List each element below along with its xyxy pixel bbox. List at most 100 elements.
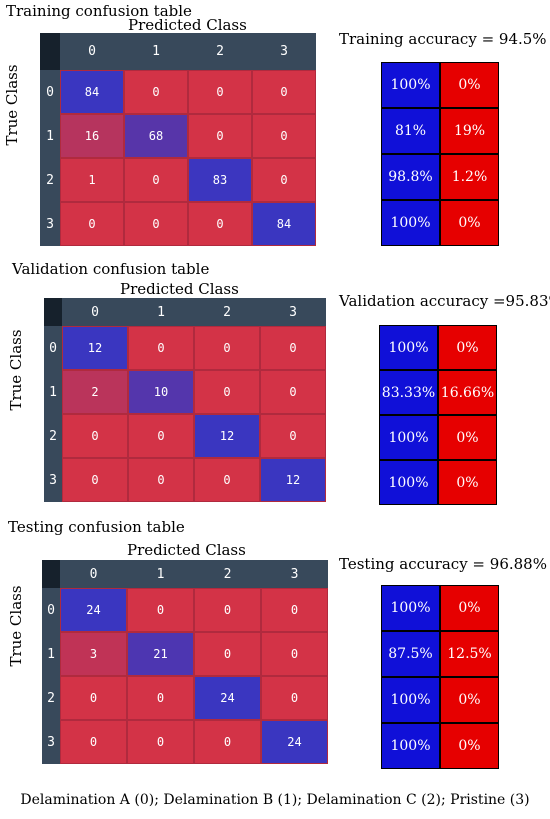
- validation-matrix-cell: 0: [194, 370, 260, 414]
- validation-predicted-class-label: 3: [289, 304, 297, 320]
- training-matrix-cell: 0: [188, 202, 252, 246]
- testing-predicted-class-label: 1: [156, 566, 165, 582]
- validation-predicted-class-label: 0: [91, 304, 99, 320]
- testing-error-rate-cell: 0%: [440, 677, 499, 723]
- validation-true-header: [44, 326, 62, 502]
- testing-correct-rate-cell: 100%: [381, 723, 440, 769]
- training-predicted-class-label: 2: [216, 44, 224, 59]
- testing-predicted-class-label: 3: [290, 566, 299, 582]
- validation-true-class-label: 1: [49, 384, 57, 400]
- testing-error-rate-cell: 0%: [440, 723, 499, 769]
- validation-matrix-cell: 0: [194, 458, 260, 502]
- validation-true-class-label: 0: [49, 340, 57, 356]
- validation-matrix-cell: 0: [62, 458, 128, 502]
- validation-matrix-cell: 12: [194, 414, 260, 458]
- testing-matrix-cell: 0: [194, 720, 261, 764]
- validation-x-axis-label: Predicted Class: [120, 280, 239, 298]
- testing-true-header: [42, 588, 60, 764]
- training-predicted-header: [60, 33, 316, 70]
- testing-matrix-cell: 21: [127, 632, 194, 676]
- testing-correct-rate-cell: 100%: [381, 585, 440, 631]
- training-matrix-cell: 0: [252, 114, 316, 158]
- testing-error-rate-cell: 12.5%: [440, 631, 499, 677]
- training-error-rate-cell: 0%: [440, 62, 499, 108]
- training-matrix-cell: 0: [188, 114, 252, 158]
- training-matrix-cell: 0: [60, 202, 124, 246]
- testing-matrix-cell: 0: [194, 632, 261, 676]
- validation-matrix-cell: 0: [128, 458, 194, 502]
- testing-matrix-cell: 0: [127, 588, 194, 632]
- training-predicted-class-label: 0: [88, 44, 96, 59]
- testing-matrix-cell: 3: [60, 632, 127, 676]
- testing-matrix-cell: 0: [261, 588, 328, 632]
- training-matrix-cell: 0: [188, 70, 252, 114]
- validation-matrix-cell: 0: [128, 414, 194, 458]
- training-correct-rate-cell: 81%: [381, 108, 440, 154]
- validation-error-rate-cell: 0%: [438, 415, 497, 460]
- training-predicted-class-label: 1: [152, 44, 160, 59]
- training-matrix-cell: 1: [60, 158, 124, 202]
- testing-matrix-corner: [42, 560, 60, 588]
- testing-predicted-header: [60, 560, 328, 588]
- testing-matrix-cell: 0: [194, 588, 261, 632]
- training-y-axis-label: True Class: [3, 64, 21, 146]
- validation-matrix-cell: 0: [128, 326, 194, 370]
- validation-matrix-cell: 12: [62, 326, 128, 370]
- testing-error-rate-cell: 0%: [440, 585, 499, 631]
- testing-matrix-cell: 0: [261, 676, 328, 720]
- testing-true-class-label: 1: [47, 646, 55, 662]
- validation-matrix-cell: 0: [194, 326, 260, 370]
- testing-matrix-cell: 24: [60, 588, 127, 632]
- training-correct-rate-cell: 100%: [381, 62, 440, 108]
- training-matrix-cell: 0: [124, 158, 188, 202]
- training-correct-rate-cell: 98.8%: [381, 154, 440, 200]
- validation-correct-rate-cell: 100%: [379, 325, 438, 370]
- validation-error-rate-cell: 16.66%: [438, 370, 497, 415]
- training-correct-rate-cell: 100%: [381, 200, 440, 246]
- validation-confusion-title: Validation confusion table: [12, 260, 210, 278]
- validation-true-class-label: 2: [49, 428, 57, 444]
- testing-matrix-cell: 24: [194, 676, 261, 720]
- training-matrix-cell: 68: [124, 114, 188, 158]
- testing-matrix-cell: 24: [261, 720, 328, 764]
- training-matrix-cell: 84: [60, 70, 124, 114]
- validation-y-axis-label: True Class: [7, 329, 25, 411]
- class-legend: Delamination A (0); Delamination B (1); …: [20, 792, 530, 808]
- training-true-class-label: 3: [46, 216, 54, 232]
- validation-matrix-cell: 0: [260, 370, 326, 414]
- validation-true-class-label: 3: [49, 472, 57, 488]
- training-true-class-label: 1: [46, 128, 54, 144]
- testing-predicted-class-label: 2: [223, 566, 232, 582]
- training-true-class-label: 2: [46, 172, 54, 188]
- validation-correct-rate-cell: 100%: [379, 415, 438, 460]
- validation-matrix-cell: 0: [260, 414, 326, 458]
- training-matrix-cell: 83: [188, 158, 252, 202]
- testing-matrix-cell: 0: [60, 720, 127, 764]
- testing-per-class-accuracy-table: 100% 0% 87.5% 12.5% 100% 0% 100% 0%: [381, 585, 499, 769]
- training-true-class-label: 0: [46, 84, 54, 100]
- testing-true-class-label: 0: [47, 602, 55, 618]
- training-confusion-title: Training confusion table: [6, 2, 192, 20]
- testing-true-class-label: 2: [47, 690, 55, 706]
- testing-matrix-cell: 0: [60, 676, 127, 720]
- training-matrix-corner: [40, 33, 60, 70]
- testing-correct-rate-cell: 100%: [381, 677, 440, 723]
- validation-predicted-class-label: 1: [157, 304, 165, 320]
- testing-x-axis-label: Predicted Class: [127, 541, 246, 559]
- training-accuracy-label: Training accuracy = 94.5%: [339, 30, 547, 48]
- training-matrix-cell: 16: [60, 114, 124, 158]
- training-matrix-cell: 0: [252, 158, 316, 202]
- testing-predicted-class-label: 0: [89, 566, 98, 582]
- validation-accuracy-label: Validation accuracy =95.83%: [339, 292, 550, 310]
- validation-matrix-cell: 0: [260, 326, 326, 370]
- validation-per-class-accuracy-table: 100% 0% 83.33% 16.66% 100% 0% 100% 0%: [379, 325, 497, 505]
- testing-matrix-cell: 0: [127, 676, 194, 720]
- testing-confusion-matrix: 0 0 1 1 2 2 3 3 24 0 0 0 3 21 0 0 0 0 24 0 0 0 0 24: [42, 560, 328, 764]
- training-confusion-matrix: 0 0 1 1 2 2 3 3 84 0 0 0 16 68 0 0 1 0 83 0 0 0 0 84: [40, 33, 316, 246]
- testing-true-class-label: 3: [47, 734, 55, 750]
- testing-matrix-cell: 0: [127, 720, 194, 764]
- validation-correct-rate-cell: 83.33%: [379, 370, 438, 415]
- validation-error-rate-cell: 0%: [438, 325, 497, 370]
- training-matrix-cell: 0: [124, 70, 188, 114]
- training-predicted-class-label: 3: [280, 44, 288, 59]
